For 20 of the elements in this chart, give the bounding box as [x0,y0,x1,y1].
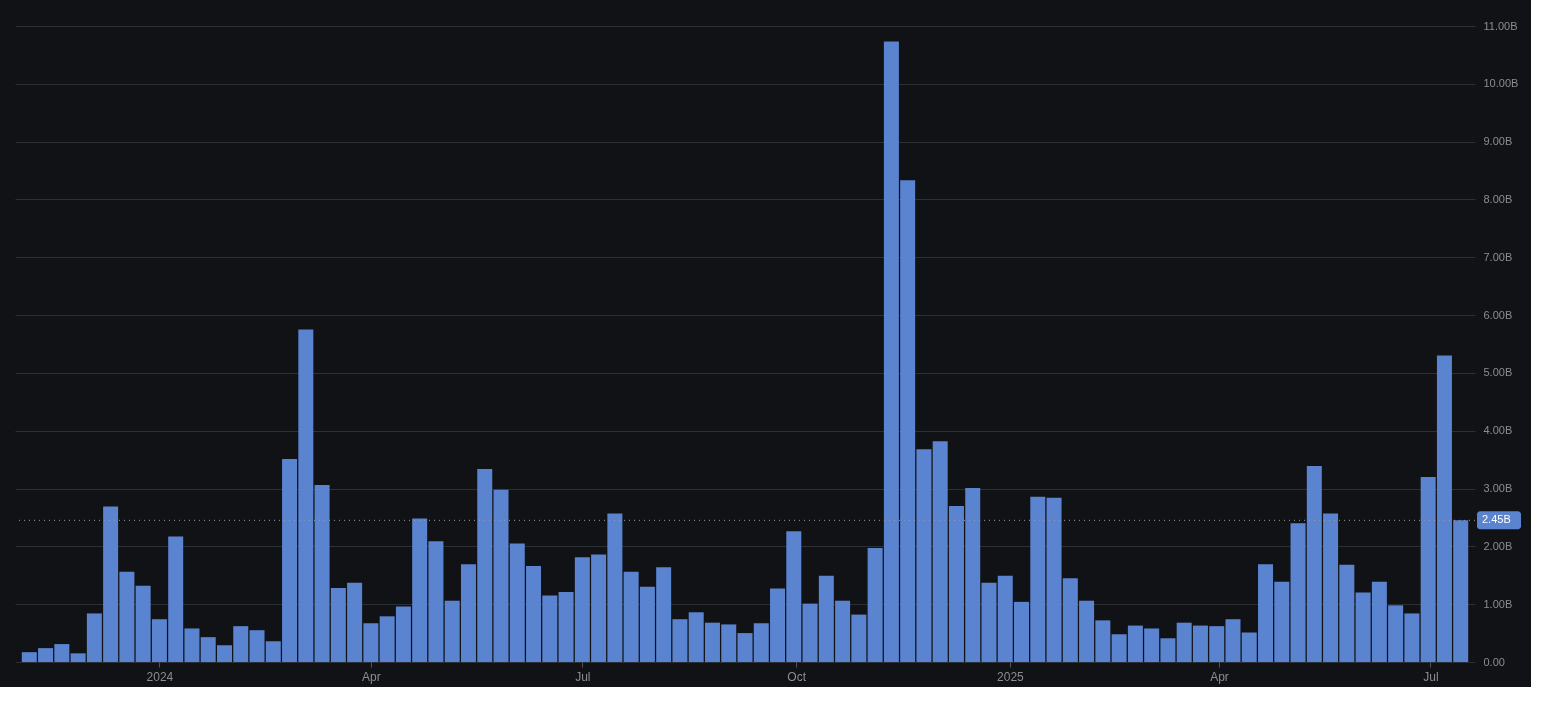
y-tick-label: 0.00 [1483,655,1505,668]
y-tick-label: 10.00B [1483,77,1519,90]
y-tick-label: 7.00B [1483,250,1513,263]
y-tick-label: 5.00B [1483,366,1513,379]
y-tick-label: 4.00B [1483,424,1513,437]
x-tick-label: Apr [1210,669,1229,684]
y-tick-label: 8.00B [1483,192,1513,205]
x-tick-label: Oct [787,669,807,684]
y-tick-label: 1.00B [1483,597,1513,610]
x-tick-label: 2025 [997,669,1025,684]
y-tick-label: 2.00B [1483,539,1513,552]
y-tick-label: 3.00B [1483,482,1513,495]
x-tick-label: 2024 [146,669,174,684]
x-tick-label: Jul [575,669,591,684]
y-tick-label: 6.00B [1483,308,1513,321]
x-tick-label: Jul [1423,669,1439,684]
x-tick-label: Apr [362,669,381,684]
ref-line-label: 2.45B [1482,513,1511,526]
y-tick-label: 11.00B [1483,19,1518,32]
y-tick-label: 9.00B [1483,135,1513,148]
